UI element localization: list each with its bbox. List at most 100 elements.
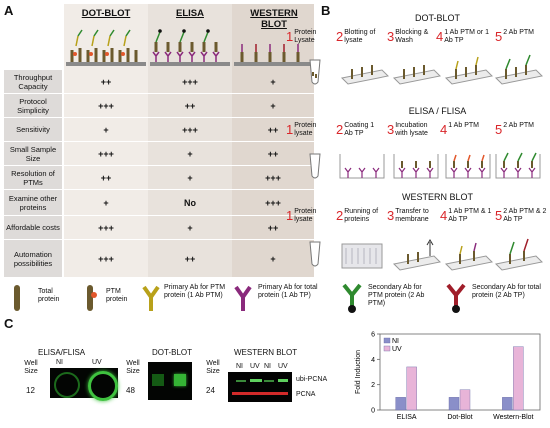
ubi-pcna-band-3 (264, 380, 274, 382)
wb-protocol-illustration (309, 238, 544, 271)
cell-automation-wb: + (232, 240, 314, 278)
wb-lane-3: NI (264, 363, 271, 370)
cell-other-wb: +++ (232, 190, 314, 216)
elisa-header-bg (148, 4, 232, 70)
elisa-uv-label: UV (92, 359, 102, 366)
row-label-other-proteins: Examine other proteins (4, 190, 62, 216)
elisa-well-size-label: Well Size (24, 360, 38, 375)
y-tick-label: 6 (371, 332, 375, 339)
cell-other-elisa: No (148, 190, 232, 216)
step-number: 1 (286, 208, 294, 223)
cell-sample-wb: ++ (232, 142, 314, 166)
wb-header-bg (232, 4, 314, 70)
wb-well-size-label: Well Size (206, 360, 220, 375)
step-text: 1 Ab PTM & 1 Ab TP (448, 208, 492, 223)
step-text: Blotting of lysate (344, 29, 376, 44)
step-text: Protein lysate (294, 208, 317, 223)
bar-uv-elisa (406, 366, 417, 411)
wb-lane-2: UV (250, 363, 260, 370)
cell-sample-dotblot: +++ (64, 142, 148, 166)
elisa-ni-well (54, 372, 80, 398)
step-text: Protein lysate (294, 122, 317, 137)
step-text: Protein Lysate (294, 29, 317, 44)
section-title-western-blot: WESTERN BLOT (401, 192, 473, 202)
legend-ptm-protein: PTM protein (106, 288, 128, 303)
cell-automation-elisa: ++ (148, 240, 232, 278)
dotblot-illustration (66, 29, 146, 66)
cell-sensitivity-wb: ++ (232, 118, 314, 142)
cell-protocol-wb: + (232, 94, 314, 118)
step-number: 2 (336, 208, 344, 223)
step-number: 4 (440, 208, 448, 223)
cell-protocol-dotblot: +++ (64, 94, 148, 118)
section-title-dotblot: DOT-BLOT (414, 13, 460, 23)
step-number: 1 (286, 29, 294, 44)
cell-throughput-wb: + (232, 70, 314, 94)
bar-uv-dot-blot (459, 389, 471, 411)
row-label-throughput: Throughput Capacity (4, 70, 62, 94)
y-tick-label: 0 (371, 408, 375, 415)
cell-sensitivity-elisa: +++ (148, 118, 232, 142)
step-text: 1 Ab PTM or 1 Ab TP (444, 29, 489, 44)
wb-title: WESTERN BLOT (234, 348, 298, 357)
dotblot-protocol-illustration (309, 54, 544, 85)
ptm-protein-icon (87, 285, 97, 311)
pcna-band (232, 392, 288, 395)
row-label-sensitivity: Sensitivity (4, 118, 62, 142)
secondary-ab-tp-icon (446, 283, 466, 313)
wb-band-ubi-pcna-label: ubi-PCNA (296, 376, 328, 383)
wb-illustration (234, 44, 312, 66)
step-text: Coating 1 Ab TP (344, 122, 375, 137)
elisa-protocol-illustration (309, 152, 541, 179)
wb-step-2: 2 Running of proteins (336, 208, 384, 224)
y-tick-label: 4 (371, 357, 375, 364)
dotblot-well-size-value: 48 (126, 386, 135, 395)
step-text: Incubation with lysate (395, 122, 428, 137)
cell-resolution-elisa: + (148, 166, 232, 190)
wb-band-pcna-label: PCNA (296, 391, 316, 398)
cell-costs-wb: ++ (232, 216, 314, 240)
legend-secondary-ab-tp: Secondary Ab for total protein (2 Ab TP) (472, 284, 541, 299)
step-number: 3 (387, 29, 395, 44)
row-label-costs: Affordable costs (4, 216, 62, 240)
elisa-step-1: 1 Protein lysate (286, 122, 334, 138)
dotblot-well-size-label: Well Size (126, 360, 140, 375)
dotblot-step-1: 1 Protein Lysate (286, 29, 334, 45)
row-label-protocol: Protocol Simplicity (4, 94, 62, 118)
legend-label-ni: NI (392, 338, 399, 345)
step-number: 5 (495, 29, 503, 44)
y-axis-label: Fold Induction (355, 350, 362, 394)
dotblot-title: DOT-BLOT (152, 348, 193, 357)
bar-ni-dot-blot (448, 397, 460, 411)
wb-well-size-value: 24 (206, 386, 215, 395)
cell-throughput-elisa: +++ (148, 70, 232, 94)
elisa-step-3: 3 Incubation with lysate (387, 122, 435, 138)
panel-b-letter: B (321, 3, 331, 18)
elisa-uv-well (88, 371, 118, 401)
x-tick-label: ELISA (397, 414, 417, 421)
wb-step-1: 1 Protein lysate (286, 208, 334, 224)
row-label-automation: Automation possibilities (4, 240, 62, 278)
step-number: 5 (495, 208, 503, 223)
cell-protocol-elisa: ++ (148, 94, 232, 118)
bar-uv-western-blot (513, 346, 524, 411)
row-label-sample-size: Small Sample Size (4, 142, 62, 166)
cell-resolution-wb: +++ (232, 166, 314, 190)
step-text: 1 Ab PTM (448, 122, 479, 129)
row-label-resolution: Resolution of PTMs (4, 166, 62, 190)
bar-ni-western-blot (502, 397, 513, 411)
legend-total-protein: Total protein (38, 288, 60, 303)
total-protein-icon (14, 285, 20, 311)
step-number: 3 (387, 122, 395, 137)
step-text: 2 Ab PTM (503, 29, 534, 36)
cell-other-dotblot: + (64, 190, 148, 216)
legend-swatch-ni (383, 337, 391, 344)
elisa-illustration (150, 29, 230, 66)
x-tick-label: Western-Blot (493, 414, 533, 421)
cell-automation-dotblot: +++ (64, 240, 148, 278)
step-text: Blocking & Wash (395, 29, 429, 44)
legend-primary-ab-ptm: Primary Ab for PTM protein (1 Ab PTM) (164, 284, 226, 299)
ubi-pcna-band-2 (250, 379, 262, 382)
